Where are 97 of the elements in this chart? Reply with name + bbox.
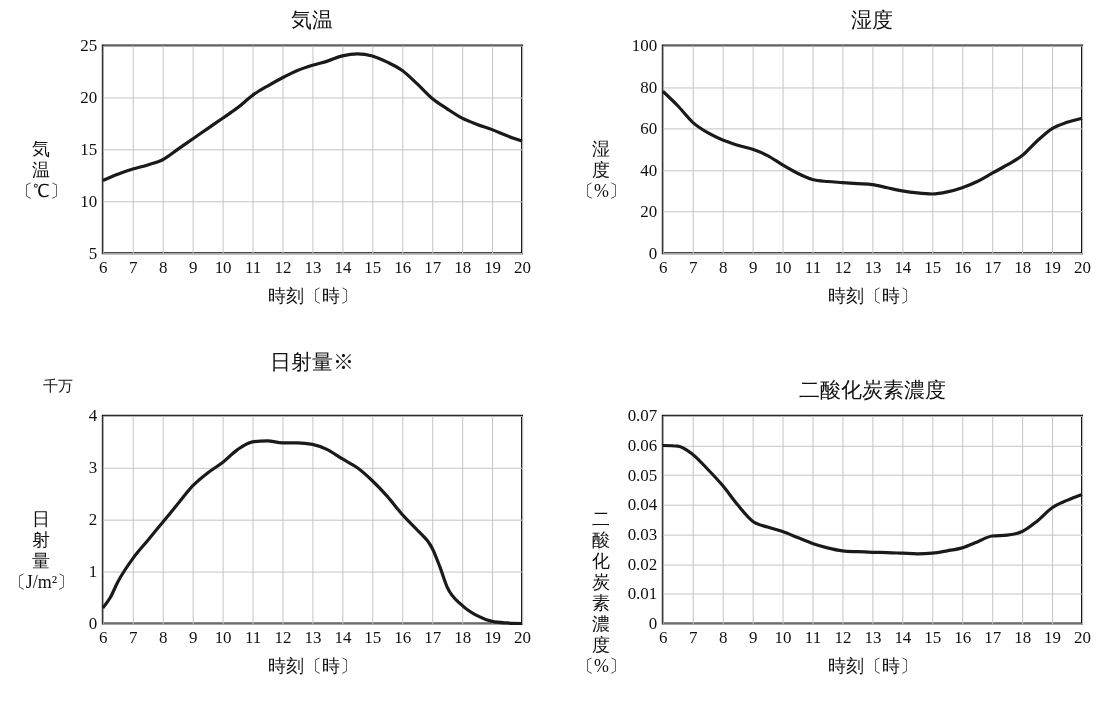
x-tick-label: 9 [748,627,758,647]
x-tick-label: 11 [804,627,822,647]
x-tick-label: 10 [214,627,232,647]
x-tick-label: 8 [718,627,728,647]
x-axis-title: 時刻〔時〕 [827,285,918,306]
x-tick-label: 15 [364,257,382,277]
x-tick-label: 7 [689,257,698,277]
x-tick-label: 12 [274,257,292,277]
x-tick-label: 13 [304,627,322,647]
y-tick-label: 40 [640,160,658,180]
y-tick-label: 20 [640,202,658,222]
y-tick-label: 0.05 [627,465,658,485]
x-tick-label: 14 [334,627,352,647]
x-tick-label: 16 [954,257,972,277]
x-tick-label: 19 [484,257,502,277]
x-tick-label: 17 [984,257,1002,277]
x-tick-label: 20 [514,257,532,277]
x-tick-label: 15 [364,627,382,647]
y-tick-label: 100 [631,36,658,56]
x-tick-label: 9 [748,257,758,277]
x-tick-label: 14 [894,627,912,647]
x-tick-label: 6 [99,627,108,647]
y-tick-label: 0.04 [627,495,658,515]
y-tick-label: 0.07 [627,406,658,426]
y-tick-label: 80 [640,77,658,97]
x-tick-label: 8 [158,627,168,647]
chart-title: 日射量※ [270,349,355,374]
y-tick-label: 25 [80,36,98,56]
x-tick-label: 17 [424,627,442,647]
x-tick-label: 13 [304,257,322,277]
x-tick-label: 11 [804,257,822,277]
y-tick-label: 5 [88,243,98,263]
x-tick-label: 17 [424,257,442,277]
x-tick-label: 7 [129,627,138,647]
x-tick-label: 8 [158,257,168,277]
x-tick-label: 8 [718,257,728,277]
y-tick-label: 0 [648,613,658,633]
x-tick-label: 16 [954,627,972,647]
x-tick-label: 6 [659,257,668,277]
y-axis-title: 湿度〔%〕 [575,138,627,201]
x-tick-label: 12 [834,627,852,647]
y-tick-label: 0 [648,243,658,263]
x-tick-label: 19 [484,627,502,647]
x-tick-label: 10 [214,257,232,277]
y-tick-label: 20 [80,87,98,107]
x-tick-label: 13 [864,627,882,647]
x-tick-label: 10 [774,627,792,647]
x-tick-label: 9 [188,257,198,277]
x-tick-label: 19 [1044,627,1062,647]
y-tick-label: 0.02 [627,554,658,574]
y-tick-label: 0.06 [627,436,658,456]
x-tick-label: 19 [1044,257,1062,277]
x-tick-label: 11 [244,257,262,277]
x-tick-label: 18 [454,257,472,277]
y-tick-label: 0.01 [627,584,658,604]
x-axis-title: 時刻〔時〕 [827,655,918,676]
chart-title: 気温 [291,7,334,32]
x-tick-label: 18 [454,627,472,647]
y-axis-title: 日射量〔J/m²〕 [7,509,76,593]
x-tick-label: 14 [334,257,352,277]
x-tick-label: 18 [1014,257,1032,277]
y-tick-label: 2 [88,510,98,530]
y-axis-title: 二酸化炭素濃度〔%〕 [575,509,627,676]
x-tick-label: 20 [1074,627,1092,647]
x-tick-label: 15 [924,257,942,277]
y-tick-label: 60 [640,119,658,139]
chart-title: 二酸化炭素濃度 [798,377,946,402]
y-axis-title: 気温〔℃〕 [14,138,68,201]
y-tick-label: 15 [80,139,98,159]
x-tick-label: 10 [774,257,792,277]
x-tick-label: 6 [659,627,668,647]
x-tick-label: 13 [864,257,882,277]
y-tick-label: 0.03 [627,525,658,544]
x-tick-label: 7 [689,627,698,647]
x-tick-label: 14 [894,257,912,277]
y-tick-label: 3 [88,458,98,478]
x-axis-title: 時刻〔時〕 [267,285,358,306]
x-tick-label: 11 [244,627,262,647]
y-tick-label: 1 [88,562,98,582]
x-tick-label: 20 [514,627,532,647]
x-tick-label: 17 [984,627,1002,647]
x-tick-label: 16 [394,257,412,277]
x-tick-label: 15 [924,627,942,647]
x-tick-label: 7 [129,257,138,277]
x-tick-label: 12 [834,257,852,277]
y-tick-label: 0 [88,613,98,633]
y-tick-label: 4 [88,406,98,426]
x-tick-label: 9 [188,627,198,647]
x-axis-title: 時刻〔時〕 [267,655,358,676]
y-tick-label: 10 [80,191,98,211]
x-tick-label: 16 [394,627,412,647]
x-tick-label: 20 [1074,257,1092,277]
chart-title: 湿度 [851,7,894,32]
x-tick-label: 6 [99,257,108,277]
text: 千万 [42,377,73,394]
x-tick-label: 18 [1014,627,1032,647]
x-tick-label: 12 [274,627,292,647]
